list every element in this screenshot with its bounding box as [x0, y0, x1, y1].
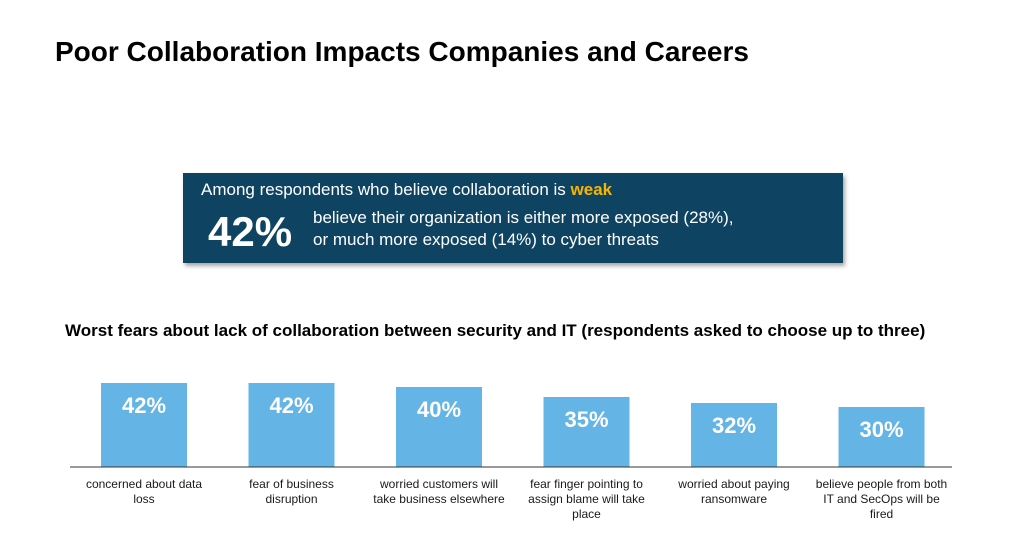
key-stat-callout: Among respondents who believe collaborat… [183, 173, 843, 263]
page-title: Poor Collaboration Impacts Companies and… [55, 36, 749, 67]
category-label: worried customers will take business else… [373, 477, 505, 506]
chart-title: Worst fears about lack of collaboration … [65, 321, 926, 340]
bar-value-label: 35% [564, 407, 608, 432]
callout-detail: believe their organization is either mor… [313, 207, 833, 251]
bar [543, 397, 630, 467]
category-label: believe people from both IT and SecOps wi… [816, 477, 947, 521]
category-label-line: disruption [265, 492, 317, 506]
bar-value-label: 40% [417, 397, 461, 422]
category-label-line: fired [870, 507, 893, 521]
callout-stat: 42% [208, 208, 293, 255]
category-label-line: ransomware [701, 492, 767, 506]
category-label-line: worried about paying [677, 477, 789, 491]
bar [101, 383, 187, 467]
category-label-line: believe people from both [816, 477, 947, 491]
bar-value-label: 42% [122, 393, 166, 418]
category-label: concerned about data loss [86, 477, 202, 506]
category-label-line: assign blame will take [528, 492, 645, 506]
category-label-line: concerned about data [86, 477, 202, 491]
callout-lead: Among respondents who believe collaborat… [201, 180, 612, 200]
bar-value-label: 30% [859, 417, 903, 442]
bar [691, 403, 777, 467]
category-label-line: take business elsewhere [373, 492, 505, 506]
bar [838, 407, 925, 467]
callout-highlight: weak [570, 180, 613, 199]
category-label: worried about paying ransomware [677, 477, 789, 506]
bar [396, 387, 482, 467]
callout-detail-line-2: or much more exposed (14%) to cyber thre… [313, 230, 659, 249]
bar [248, 383, 335, 467]
category-label-line: loss [133, 492, 154, 506]
category-label-line: place [572, 507, 601, 521]
category-label-line: IT and SecOps will be [823, 492, 940, 506]
callout-lead-text: Among respondents who believe collaborat… [201, 180, 566, 199]
callout-detail-line-1: believe their organization is either mor… [313, 208, 734, 227]
category-label: fear finger pointing to assign blame will… [528, 477, 645, 521]
bar-value-label: 42% [269, 393, 313, 418]
category-label-line: fear of business [249, 477, 334, 491]
bar-value-label: 32% [712, 413, 756, 438]
category-label-line: fear finger pointing to [530, 477, 643, 491]
category-label-line: worried customers will [379, 477, 498, 491]
category-label: fear of business disruption [249, 477, 334, 506]
